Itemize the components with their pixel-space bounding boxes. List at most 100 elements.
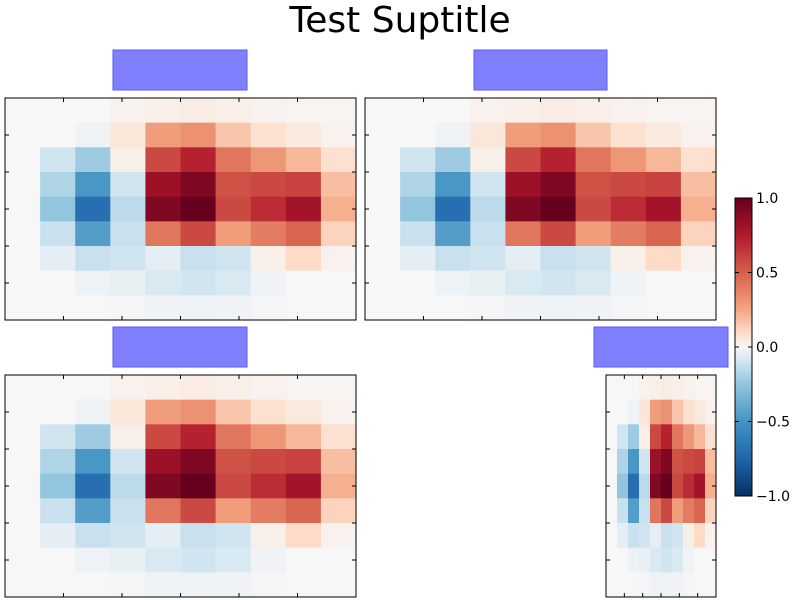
- heatmap-cell: [683, 375, 695, 401]
- heatmap-cell: [250, 449, 287, 475]
- heatmap-cell: [400, 147, 436, 173]
- heatmap-cell: [617, 375, 629, 401]
- heatmap-cell: [435, 122, 471, 148]
- heatmap-cell: [250, 246, 287, 272]
- heatmap-cell: [610, 122, 647, 148]
- heatmap-cell: [145, 424, 182, 450]
- heatmap-cell: [705, 449, 717, 475]
- heatmap-cell: [320, 270, 357, 296]
- heatmap-cell: [285, 547, 322, 573]
- heatmap-cell: [5, 572, 41, 598]
- heatmap-cell: [110, 147, 146, 173]
- heatmap-cell: [705, 523, 717, 549]
- heatmap-cell: [645, 98, 682, 124]
- heatmap-cell: [470, 172, 506, 198]
- heatmap-cell: [639, 449, 651, 475]
- heatmap-cell: [705, 498, 717, 524]
- subplot-top-left: [4, 49, 357, 321]
- heatmap-cell: [215, 498, 252, 524]
- heatmap-cell: [5, 98, 41, 124]
- heatmap-cell: [145, 221, 182, 247]
- heatmap-cell: [5, 246, 41, 272]
- heatmap-cell: [110, 523, 146, 549]
- heatmap-cell: [617, 523, 629, 549]
- heatmap-cell: [40, 98, 76, 124]
- heatmap-cell: [505, 270, 542, 296]
- heatmap-cell: [683, 449, 695, 475]
- heatmap-cell: [400, 196, 436, 222]
- heatmap-cell: [110, 572, 146, 598]
- heatmap-cell: [645, 147, 682, 173]
- heatmap-cell: [628, 424, 640, 450]
- heatmap-cell: [250, 147, 287, 173]
- heatmap-cell: [145, 547, 182, 573]
- figure-suptitle: Test Suptitle: [289, 0, 511, 41]
- colorbar-tick-label: −1.0: [756, 489, 790, 505]
- heatmap-cell: [505, 246, 542, 272]
- heatmap-cell: [683, 473, 695, 499]
- heatmap-cell: [661, 498, 673, 524]
- heatmap-cell: [215, 473, 252, 499]
- heatmap-cell: [285, 399, 322, 425]
- heatmap-cell: [180, 399, 217, 425]
- heatmap-cell: [320, 523, 357, 549]
- heatmap-cell: [435, 98, 471, 124]
- heatmap-cell: [40, 572, 76, 598]
- heatmap-cell: [40, 295, 76, 321]
- heatmap-cell: [285, 498, 322, 524]
- heatmap-cell: [40, 424, 76, 450]
- heatmap-cell: [110, 424, 146, 450]
- heatmap-cell: [40, 221, 76, 247]
- colorbar-tick-label: −0.5: [756, 415, 790, 431]
- heatmap-cell: [215, 424, 252, 450]
- heatmap-cell: [400, 246, 436, 272]
- heatmap-cell: [320, 498, 357, 524]
- heatmap-cell: [650, 572, 662, 598]
- heatmap-cell: [145, 399, 182, 425]
- heatmap-cell: [5, 221, 41, 247]
- heatmap-cell: [680, 270, 717, 296]
- heatmap-cell: [180, 375, 217, 401]
- heatmap-cell: [650, 523, 662, 549]
- heatmap-cell: [145, 196, 182, 222]
- heatmap-cell: [610, 147, 647, 173]
- heatmap-cell: [110, 98, 146, 124]
- heatmap-cell: [694, 498, 706, 524]
- heatmap-cell: [285, 295, 322, 321]
- heatmap-cell: [145, 98, 182, 124]
- heatmap-cell: [435, 221, 471, 247]
- heatmap-cell: [540, 98, 577, 124]
- heatmap-cell: [365, 147, 401, 173]
- heatmap-cell: [672, 547, 684, 573]
- heatmap-cell: [470, 270, 506, 296]
- heatmap-cell: [110, 399, 146, 425]
- heatmap-cell: [5, 547, 41, 573]
- heatmap-cell: [365, 295, 401, 321]
- heatmap-cell: [650, 424, 662, 450]
- heatmap-cell: [505, 221, 542, 247]
- heatmap-cell: [75, 196, 111, 222]
- heatmap-cell: [705, 424, 717, 450]
- heatmap-cell: [110, 449, 146, 475]
- heatmap-cell: [40, 147, 76, 173]
- heatmap-cell: [650, 399, 662, 425]
- heatmap-cell: [639, 399, 651, 425]
- heatmap-cell: [575, 172, 612, 198]
- heatmap-cell: [694, 375, 706, 401]
- heatmap-cell: [672, 473, 684, 499]
- heatmap-cell: [215, 399, 252, 425]
- heatmap-cell: [694, 473, 706, 499]
- heatmap-cell: [661, 473, 673, 499]
- heatmap-cell: [250, 122, 287, 148]
- heatmap-cell: [694, 547, 706, 573]
- heatmap-cell: [215, 295, 252, 321]
- heatmap-cell: [250, 399, 287, 425]
- heatmap-cell: [575, 295, 612, 321]
- heatmap-cell: [606, 498, 618, 524]
- heatmap-cell: [180, 147, 217, 173]
- heatmap-cell: [250, 196, 287, 222]
- heatmap-cell: [250, 221, 287, 247]
- heatmap-cell: [435, 246, 471, 272]
- heatmap-cell: [40, 399, 76, 425]
